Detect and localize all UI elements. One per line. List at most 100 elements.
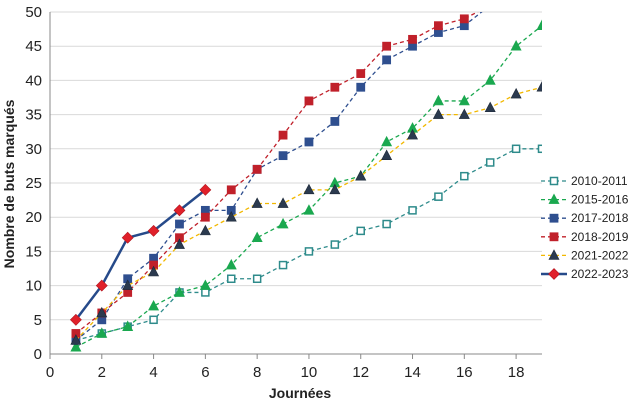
series-line [75,12,479,334]
legend-label: 2015-2016 [571,193,629,207]
data-point [173,286,185,297]
data-point [356,69,366,78]
data-point [252,274,262,284]
y-tick-label: 20 [25,209,42,226]
y-tick-label: 5 [34,312,42,329]
data-point [330,117,340,126]
data-point [278,260,288,270]
data-point [121,231,134,244]
data-point [70,334,82,345]
y-tick-label: 35 [25,107,42,124]
data-point [304,96,314,106]
y-tick-label: 40 [25,72,42,89]
data-point [95,279,108,292]
data-point [227,274,236,284]
data-point [251,231,263,243]
series-2010-2011 [71,144,542,345]
x-tick-label: 8 [253,364,261,381]
x-tick-label: 0 [46,364,54,381]
data-point [225,211,237,222]
data-point [356,82,366,92]
x-tick-label: 12 [352,364,369,381]
data-point [277,217,289,229]
data-point [277,197,289,208]
data-point [149,315,158,325]
data-point [408,34,417,44]
data-point [173,238,185,249]
y-tick-label: 50 [25,4,42,21]
x-tick-label: 16 [456,364,473,381]
data-point [460,171,469,181]
data-point [304,137,314,147]
legend-label: 2022-2023 [571,267,629,281]
data-point [355,170,367,181]
data-point [175,219,184,229]
series-2021-2022 [70,81,542,345]
data-point [303,183,315,195]
data-point [381,135,393,147]
data-point [200,212,210,222]
legend-marker [549,213,559,223]
y-tick-label: 10 [25,278,42,295]
series-2018-2019 [71,1,494,338]
legend-label: 2018-2019 [571,230,629,244]
data-point [537,144,542,154]
series-2017-2018 [71,1,494,345]
data-point [459,14,469,24]
data-point [199,279,211,290]
x-tick-label: 4 [149,364,157,381]
x-tick-label: 14 [404,364,421,381]
legend-marker [549,232,559,242]
data-point [432,108,444,119]
data-point [381,149,393,160]
y-tick-label: 15 [25,243,42,260]
data-point [485,158,495,167]
legend-item: 2015-2016 [541,193,629,207]
x-tick-label: 18 [508,364,525,381]
legend-marker [548,268,560,280]
x-tick-label: 6 [201,364,209,381]
legend-marker [548,193,560,204]
data-point [536,19,542,30]
data-point [201,288,210,297]
data-point [70,341,82,352]
data-point [408,206,417,215]
data-point [199,224,211,236]
y-tick-label: 45 [25,38,42,55]
data-point [69,313,82,326]
legend: 2010-2011 2015-2016 2017-2018 2018-2019 2021… [541,174,629,281]
data-point [96,306,108,318]
x-tick-label: 10 [301,364,318,381]
data-point [486,1,494,9]
data-point [407,128,419,140]
data-point [382,219,391,229]
legend-marker [548,249,560,260]
series-2022-2023 [69,183,212,326]
data-point [148,265,160,277]
data-point [96,327,108,338]
y-tick-label: 25 [25,175,42,192]
data-point [251,197,263,208]
legend-item: 2018-2019 [541,230,629,244]
series-2015-2016 [70,19,542,352]
data-point [458,108,470,119]
data-point [484,101,496,113]
y-tick-label: 0 [34,346,42,363]
x-tick-label: 2 [98,364,106,381]
x-axis-title: Journées [269,385,331,401]
y-axis-title: Nombre de buts marqués [1,99,17,268]
data-point [434,192,443,201]
data-point [147,224,160,237]
data-point [148,299,160,311]
tick-labels: 0 5 10 15 20 25 30 35 40 45 50 0 2 4 6 8 10 12 14 16 18 [25,4,524,381]
series-line [74,188,207,321]
data-point [199,183,212,196]
data-point [278,151,288,161]
data-point [122,279,134,290]
data-point [486,1,494,9]
data-point [252,164,262,174]
data-point [432,94,444,106]
data-point [225,258,237,270]
legend-label: 2021-2022 [571,248,629,262]
